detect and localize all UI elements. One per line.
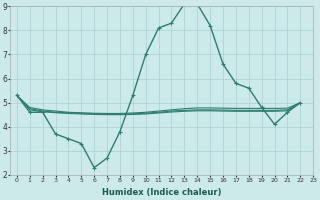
X-axis label: Humidex (Indice chaleur): Humidex (Indice chaleur) xyxy=(102,188,221,197)
